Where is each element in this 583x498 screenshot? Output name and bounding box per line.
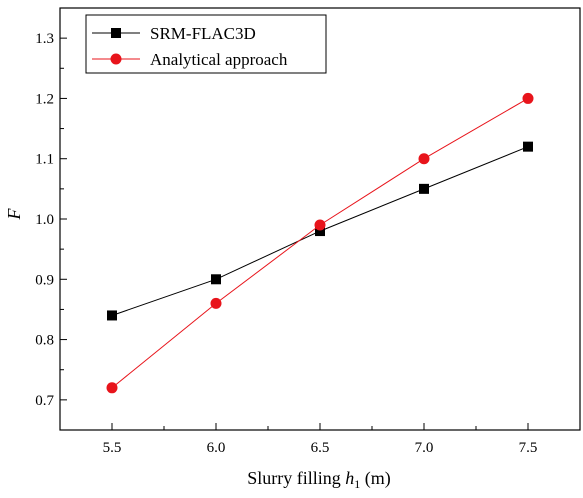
y-tick-label: 0.8 — [35, 333, 54, 349]
y-tick-label: 0.7 — [35, 393, 54, 409]
x-axis-title-var: h — [345, 468, 354, 488]
x-axis-title-sub: 1 — [354, 477, 360, 491]
y-axis-title: F — [4, 208, 24, 221]
x-axis-ticks: 5.5 6.0 6.5 7.0 7.5 — [103, 423, 538, 456]
series-0 — [107, 141, 533, 321]
legend-label-srm: SRM-FLAC3D — [150, 24, 256, 43]
y-tick-label: 1.2 — [35, 91, 54, 107]
y-tick-label: 1.0 — [35, 212, 54, 228]
series-layer — [106, 92, 534, 394]
x-tick-label: 7.0 — [415, 440, 434, 456]
data-point — [419, 183, 429, 194]
series-line — [111, 97, 529, 389]
series-1 — [106, 92, 534, 394]
x-tick-label: 6.5 — [311, 440, 330, 456]
x-axis-title-unit: (m) — [360, 468, 391, 489]
x-tick-label: 6.0 — [207, 440, 226, 456]
legend-label-analytical: Analytical approach — [150, 50, 288, 69]
data-point — [107, 310, 117, 321]
legend-marker-srm — [111, 28, 121, 38]
legend: SRM-FLAC3D Analytical approach — [85, 14, 327, 74]
x-axis-title-text: Slurry filling — [247, 468, 345, 488]
y-tick-label: 1.1 — [35, 152, 54, 168]
y-tick-label: 1.3 — [35, 31, 54, 47]
data-point — [106, 382, 118, 394]
x-axis-title: Slurry filling h1 (m) — [247, 468, 391, 491]
y-tick-label: 0.9 — [35, 272, 54, 288]
y-axis-ticks: 0.7 0.8 0.9 1.0 1.1 1.2 1.3 — [35, 31, 67, 409]
data-point — [211, 274, 221, 285]
data-point — [418, 153, 430, 165]
data-point — [314, 219, 326, 231]
legend-marker-analytical — [110, 53, 122, 65]
data-point — [522, 92, 534, 104]
legend-box — [85, 14, 327, 74]
data-point — [523, 141, 533, 152]
data-point — [315, 226, 325, 237]
data-point — [210, 297, 222, 309]
x-tick-label: 5.5 — [103, 440, 122, 456]
x-tick-label: 7.5 — [519, 440, 538, 456]
